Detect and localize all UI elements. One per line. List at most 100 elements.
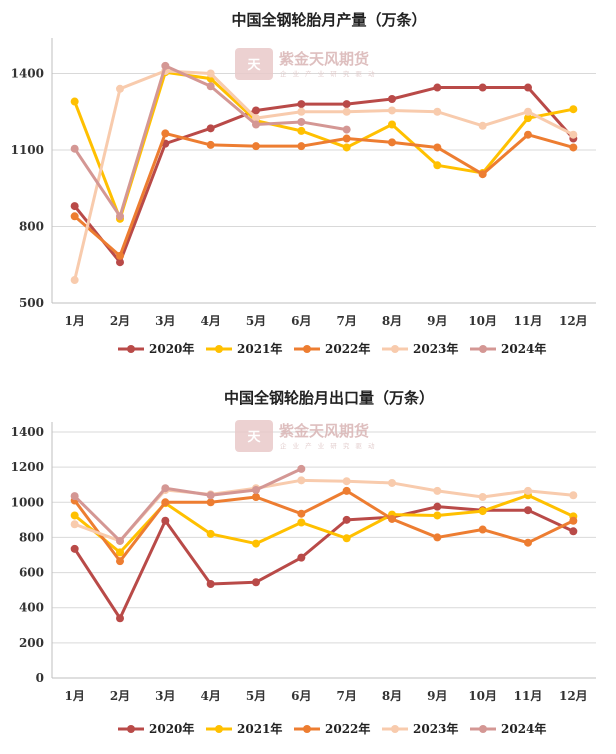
x-tick-label: 12月 (559, 689, 588, 703)
data-point (569, 516, 578, 525)
data-point (569, 143, 578, 152)
x-tick-label: 6月 (291, 689, 311, 703)
legend-item: 2021年 (206, 341, 282, 356)
data-point (433, 143, 442, 152)
y-tick-label: 1200 (11, 460, 44, 474)
data-point (297, 476, 306, 485)
legend-item: 2024年 (470, 341, 546, 356)
series-2020年 (70, 83, 578, 267)
legend-label: 2021年 (237, 721, 282, 736)
data-point (206, 69, 215, 78)
data-point (478, 170, 487, 179)
data-point (70, 144, 79, 153)
x-tick-label: 5月 (246, 314, 266, 328)
data-point (524, 83, 532, 92)
data-point (433, 533, 442, 542)
x-tick-label: 9月 (427, 689, 447, 703)
data-point (70, 202, 79, 211)
data-point (433, 83, 442, 92)
data-point (433, 107, 442, 116)
data-point (161, 129, 170, 138)
data-point (70, 511, 79, 520)
y-tick-label: 1100 (11, 143, 44, 157)
series-line (73, 70, 575, 221)
legend-swatch-marker (215, 725, 223, 733)
x-tick-label: 1月 (64, 689, 84, 703)
data-point (524, 506, 532, 515)
watermark-tagline: 企 业 产 业 研 究 驱 动 (280, 441, 376, 450)
legend-swatch-marker (215, 345, 223, 353)
legend-item: 2021年 (206, 721, 282, 736)
y-tick-label: 600 (19, 566, 44, 580)
data-point (252, 120, 260, 129)
data-point (206, 529, 215, 538)
data-point (433, 502, 442, 511)
legend-swatch-marker (127, 725, 135, 733)
data-point (206, 82, 215, 91)
watermark-logo (235, 420, 273, 452)
watermark-logo-glyph: 天 (247, 430, 261, 445)
y-tick-label: 800 (19, 530, 44, 544)
y-tick-label: 1000 (11, 495, 44, 509)
data-point (297, 107, 306, 116)
data-point (252, 142, 260, 151)
y-tick-label: 800 (19, 220, 44, 234)
data-point (569, 491, 578, 500)
data-point (116, 614, 124, 623)
data-point (252, 106, 260, 115)
data-point (252, 485, 260, 494)
y-tick-label: 1400 (11, 425, 44, 439)
data-point (116, 536, 124, 545)
watermark-brand: 紫金天风期货 (279, 422, 369, 440)
data-point (478, 507, 487, 516)
watermark-tagline: 企 业 产 业 研 究 驱 动 (280, 69, 376, 78)
data-point (70, 492, 79, 501)
data-point (433, 486, 442, 495)
chart-title: 中国全钢轮胎月出口量（万条） (224, 389, 434, 407)
data-point (524, 130, 532, 139)
watermark-logo (235, 48, 273, 80)
series-line (73, 131, 575, 258)
data-point (569, 527, 578, 536)
series-2020年 (70, 502, 578, 623)
data-point (342, 486, 351, 495)
series-line (73, 69, 575, 282)
legend-swatch-marker (303, 725, 311, 733)
data-point (297, 464, 306, 473)
legend-item: 2020年 (118, 341, 194, 356)
data-point (297, 509, 306, 518)
data-point (388, 106, 396, 115)
legend-item: 2020年 (118, 721, 194, 736)
legend-label: 2023年 (413, 721, 458, 736)
legend-item: 2024年 (470, 721, 546, 736)
legend: 2020年 2021年 2022年 2023年 2024年 (118, 341, 546, 356)
data-point (161, 516, 170, 525)
data-point (388, 514, 396, 523)
x-tick-label: 3月 (155, 689, 175, 703)
x-tick-label: 5月 (246, 689, 266, 703)
y-tick-label: 0 (36, 671, 44, 685)
x-tick-label: 8月 (382, 314, 402, 328)
data-point (524, 107, 532, 116)
x-tick-label: 8月 (382, 689, 402, 703)
legend-label: 2022年 (325, 341, 370, 356)
data-point (388, 138, 396, 147)
series-2024年 (70, 61, 351, 221)
data-point (297, 553, 306, 562)
data-point (116, 548, 124, 557)
data-point (433, 511, 442, 520)
data-point (342, 143, 351, 152)
data-point (116, 557, 124, 566)
legend-item: 2023年 (382, 721, 458, 736)
data-point (524, 114, 532, 123)
data-point (478, 525, 487, 534)
series-2024年 (70, 464, 306, 545)
watermark-logo-glyph: 天 (247, 58, 261, 73)
y-tick-label: 1400 (11, 67, 44, 81)
legend-label: 2024年 (501, 721, 546, 736)
legend-swatch-marker (391, 725, 399, 733)
legend-label: 2022年 (325, 721, 370, 736)
